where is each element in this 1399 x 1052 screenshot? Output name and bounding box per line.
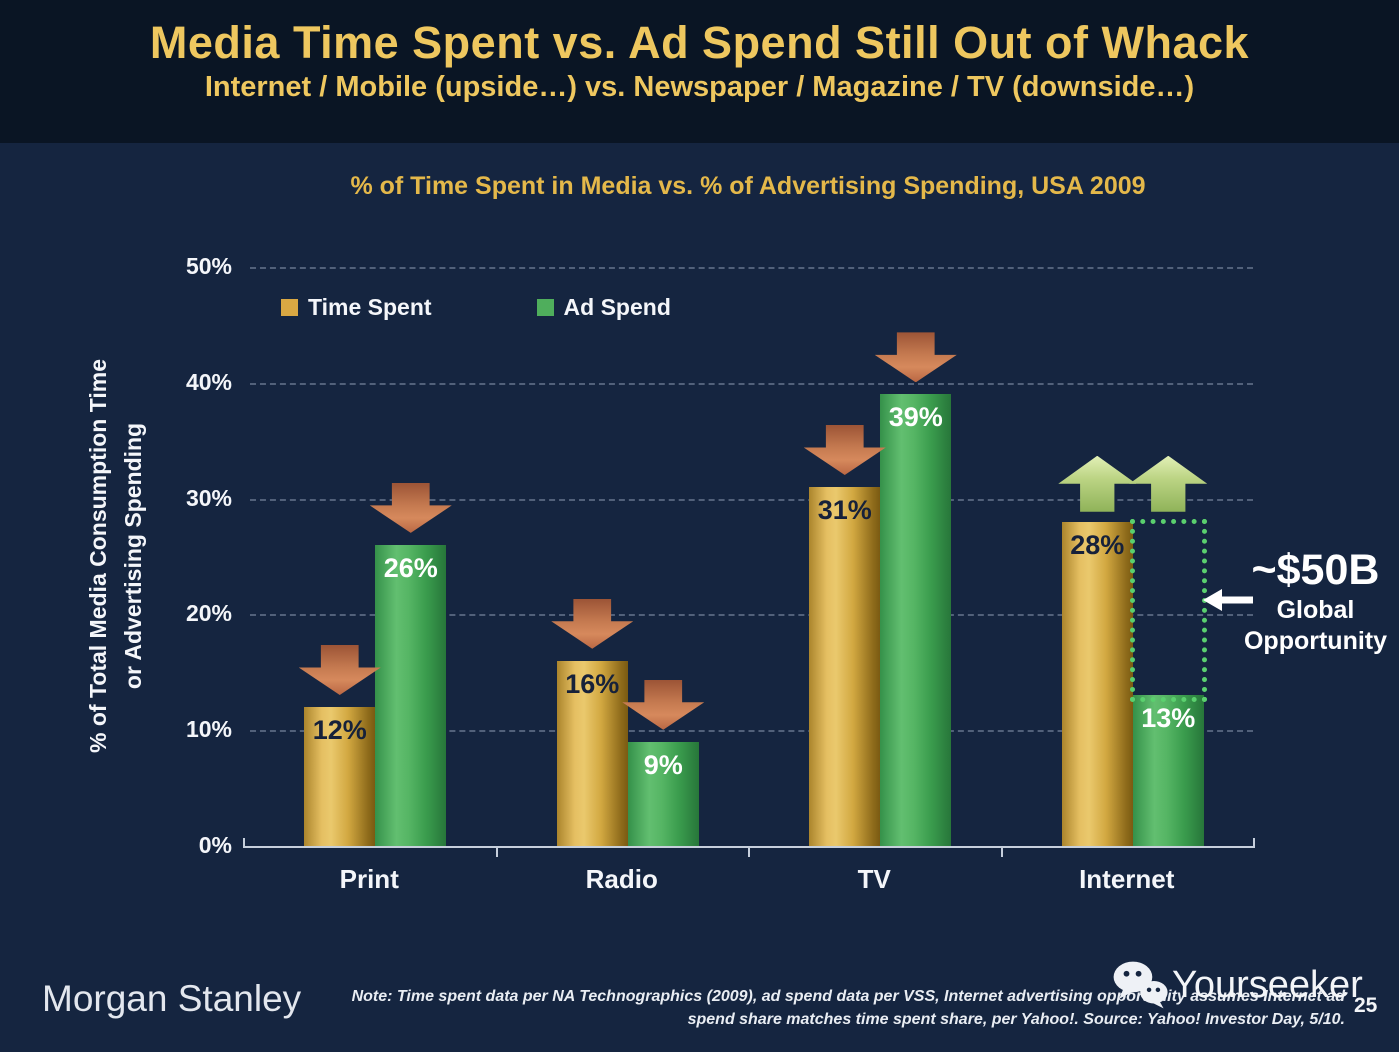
source-note-line1: Note: Time spent data per NA Technograph… xyxy=(351,988,1345,1005)
category-label-radio: Radio xyxy=(585,864,658,894)
up-arrow-icon xyxy=(1058,455,1137,512)
opportunity-label-line1: Global xyxy=(1276,596,1355,624)
opportunity-label-line2: Opportunity xyxy=(1243,626,1388,655)
down-arrow-icon xyxy=(874,332,957,383)
y-tick-label-20: 20% xyxy=(185,600,232,627)
wechat-icon xyxy=(1113,961,1168,1009)
x-axis-tick-1 xyxy=(495,848,498,857)
x-axis-tick-2 xyxy=(748,848,750,857)
bar-value-label: 9% xyxy=(643,749,683,780)
slide-subtitle: Internet / Mobile (upside…) vs. Newspape… xyxy=(204,71,1195,103)
bar-tv-time-spent: 31% xyxy=(809,487,881,846)
down-arrow-icon xyxy=(298,645,381,696)
opportunity-arrow-icon xyxy=(1203,589,1253,611)
legend-item-ad-spend: Ad Spend xyxy=(536,294,671,321)
bar-internet-ad-spend: 13% xyxy=(1132,695,1204,846)
y-tick-label-30: 30% xyxy=(185,484,232,511)
gridline-20 xyxy=(250,614,1253,617)
watermark-text: Yourseeker xyxy=(1172,963,1363,1006)
morgan-stanley-logo: Morgan Stanley xyxy=(42,978,302,1019)
slide-title: Media Time Spent vs. Ad Spend Still Out … xyxy=(149,17,1250,68)
bar-value-label: 13% xyxy=(1141,703,1196,734)
legend-swatch-ad-spend-icon xyxy=(536,299,554,316)
bar-tv-ad-spend: 39% xyxy=(880,394,952,846)
legend-item-time-spent: Time Spent xyxy=(281,294,432,321)
chart-title: % of Time Spent in Media vs. % of Advert… xyxy=(350,172,1146,200)
bar-radio-time-spent: 16% xyxy=(556,660,628,846)
page-number: 25 xyxy=(1354,994,1378,1017)
category-label-internet: Internet xyxy=(1079,864,1175,894)
x-axis-line xyxy=(243,846,1255,848)
legend-swatch-time-spent-icon xyxy=(281,299,298,316)
bar-value-label: 12% xyxy=(312,715,367,746)
bar-value-label: 39% xyxy=(888,402,943,433)
y-tick-label-10: 10% xyxy=(185,716,232,743)
down-arrow-icon xyxy=(622,679,705,730)
down-arrow-icon xyxy=(551,598,634,649)
bar-value-label: 31% xyxy=(817,495,872,526)
bar-print-time-spent: 12% xyxy=(304,707,376,846)
category-label-print: Print xyxy=(339,864,399,894)
bar-internet-time-spent: 28% xyxy=(1061,521,1133,846)
legend-label-time-spent: Time Spent xyxy=(308,294,432,320)
opportunity-value: ~$50B xyxy=(1251,546,1380,594)
legend-label-ad-spend: Ad Spend xyxy=(563,294,671,320)
gridline-50 xyxy=(250,267,1253,269)
bar-value-label: 16% xyxy=(565,668,620,699)
gridline-10 xyxy=(250,730,1253,733)
up-arrow-icon xyxy=(1129,455,1208,512)
x-axis-tick-0 xyxy=(243,838,245,847)
opportunity-gap-box xyxy=(1129,518,1207,703)
chart-legend: Time Spent Ad Spend xyxy=(281,294,671,321)
x-axis-tick-3 xyxy=(1000,848,1003,857)
source-note-line2: spend share matches time spent share, pe… xyxy=(687,1011,1345,1029)
bar-value-label: 28% xyxy=(1070,529,1125,560)
gridline-40 xyxy=(250,382,1253,385)
bar-value-label: 26% xyxy=(383,552,438,583)
x-axis-tick-4 xyxy=(1253,838,1255,847)
y-axis-title: % of Total Media Consumption Time or Adv… xyxy=(81,256,153,856)
source-note: Note: Time spent data per NA Technograph… xyxy=(315,985,1345,1031)
bar-print-ad-spend: 26% xyxy=(375,544,447,846)
down-arrow-icon xyxy=(803,425,886,476)
y-tick-label-40: 40% xyxy=(185,368,232,395)
bar-radio-ad-spend: 9% xyxy=(627,741,699,846)
y-axis-title-line1: % of Total Media Consumption Time xyxy=(85,359,111,753)
gridline-30 xyxy=(250,498,1253,501)
opportunity-annotation: ~$50B Global Opportunity xyxy=(1238,546,1393,656)
y-tick-label-50: 50% xyxy=(185,253,232,279)
category-label-tv: TV xyxy=(857,864,891,894)
watermark: Yourseeker xyxy=(1112,960,1363,1010)
slide-header: Media Time Spent vs. Ad Spend Still Out … xyxy=(0,0,1399,143)
down-arrow-icon xyxy=(369,482,452,533)
y-tick-label-0: 0% xyxy=(198,832,232,858)
y-axis-title-line2: or Advertising Spending xyxy=(119,422,146,690)
